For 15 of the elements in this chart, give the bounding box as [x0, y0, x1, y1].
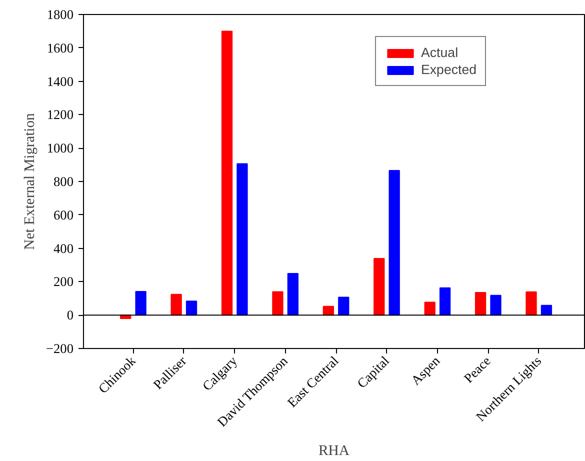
- y-axis-title: Net External Migration: [22, 112, 38, 250]
- y-tick-label: 600: [54, 207, 74, 222]
- y-tick-label: 1000: [46, 140, 74, 156]
- y-tick-label: 400: [54, 240, 74, 256]
- y-tick-label: 200: [54, 274, 74, 290]
- y-tick-label: −200: [46, 341, 74, 356]
- y-tick-label: 1800: [46, 7, 74, 22]
- legend-label: Expected: [421, 62, 477, 77]
- y-tick-label: 1400: [46, 74, 74, 89]
- x-axis-title: RHA: [318, 442, 350, 459]
- y-tick-label: 1200: [46, 107, 74, 122]
- y-tick-label: 800: [54, 174, 74, 189]
- y-tick-label: 1600: [46, 40, 74, 56]
- y-tick-label: 0: [66, 308, 74, 323]
- legend-label: Actual: [421, 45, 458, 60]
